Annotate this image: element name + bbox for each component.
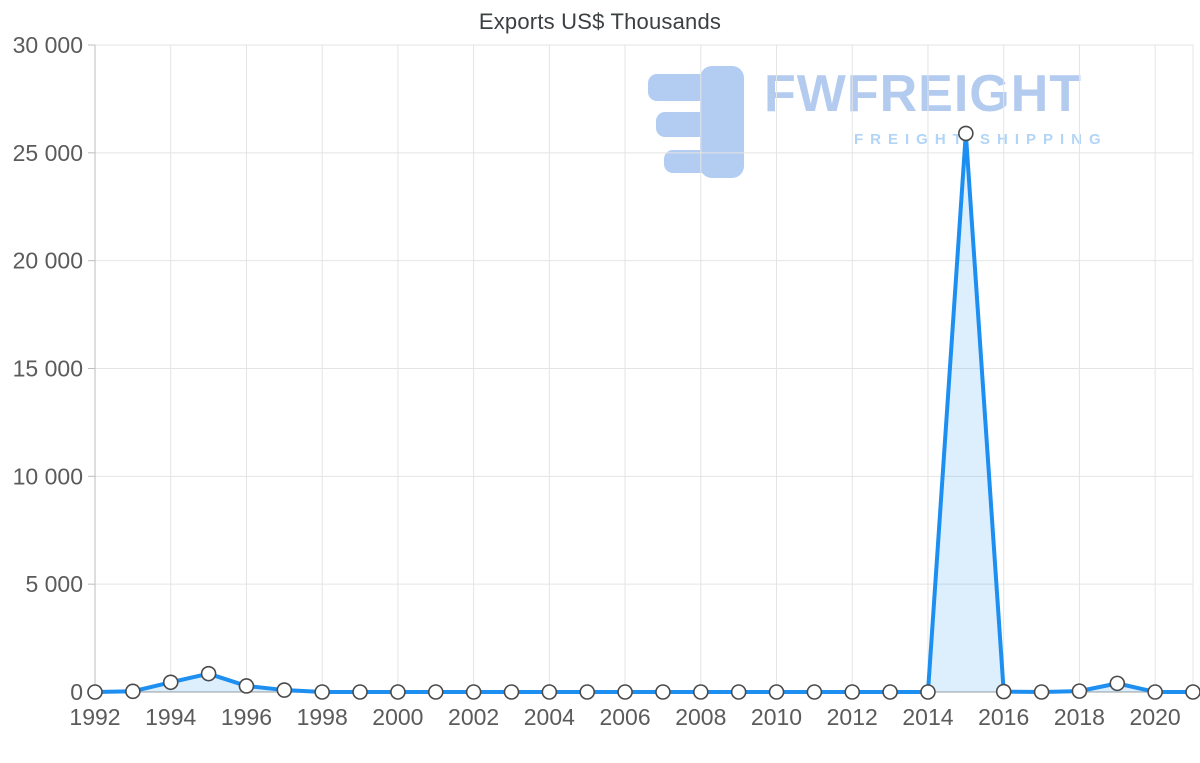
data-point-2016[interactable]: [995, 683, 1012, 700]
x-axis-label: 2012: [827, 704, 878, 730]
y-axis-label: 5 000: [25, 571, 83, 597]
data-point-2019[interactable]: [1109, 675, 1126, 692]
x-axis-label: 2002: [448, 704, 499, 730]
y-axis-label: 15 000: [13, 356, 83, 382]
data-point-2015[interactable]: [958, 125, 974, 142]
data-point-1993[interactable]: [125, 683, 141, 700]
x-axis-label: 2016: [978, 704, 1029, 730]
series-line: [93, 131, 1195, 694]
data-point-2002[interactable]: [465, 684, 482, 700]
y-axis-label: 25 000: [13, 140, 83, 166]
data-point-2012[interactable]: [844, 684, 861, 700]
data-point-1992[interactable]: [87, 684, 103, 700]
data-point-2001[interactable]: [427, 684, 444, 700]
data-point-1999[interactable]: [352, 684, 368, 700]
data-point-2014[interactable]: [920, 684, 936, 700]
data-point-2010[interactable]: [768, 684, 785, 700]
x-axis-label: 1992: [69, 704, 120, 730]
x-axis-label: 2018: [1054, 704, 1105, 730]
data-point-1997[interactable]: [276, 682, 293, 698]
data-point-2009[interactable]: [730, 684, 747, 700]
data-point-2003[interactable]: [503, 684, 520, 700]
x-axis-label: 2004: [524, 704, 575, 730]
data-point-1996[interactable]: [238, 678, 255, 694]
series-area: [95, 133, 1193, 692]
y-axis-label: 10 000: [13, 463, 83, 489]
x-axis-label: 2020: [1130, 704, 1181, 730]
x-axis-label: 2014: [902, 704, 953, 730]
data-point-1994[interactable]: [162, 674, 179, 691]
x-axis-label: 1998: [297, 704, 348, 730]
data-point-2005[interactable]: [579, 684, 596, 700]
data-point-2000[interactable]: [390, 684, 406, 700]
data-point-2007[interactable]: [655, 684, 671, 700]
data-point-1995[interactable]: [200, 665, 217, 682]
data-point-2018[interactable]: [1071, 683, 1088, 699]
data-point-2011[interactable]: [806, 684, 823, 700]
x-axis-label: 2008: [675, 704, 726, 730]
data-point-2021[interactable]: [1185, 684, 1200, 700]
y-axis-label: 30 000: [13, 32, 83, 58]
x-axis-label: 2000: [372, 704, 423, 730]
y-axis-label: 20 000: [13, 248, 83, 274]
data-point-1998[interactable]: [314, 684, 330, 700]
x-axis-label: 2010: [751, 704, 802, 730]
data-point-2020[interactable]: [1147, 684, 1163, 700]
data-point-2004[interactable]: [541, 684, 558, 700]
chart-title: Exports US$ Thousands: [478, 9, 722, 34]
data-point-2006[interactable]: [617, 684, 633, 700]
x-axis-label: 1994: [145, 704, 196, 730]
data-point-2008[interactable]: [692, 684, 709, 700]
y-axis-label: 0: [70, 679, 83, 705]
x-axis-label: 1996: [221, 704, 272, 730]
data-point-2013[interactable]: [882, 684, 898, 700]
data-point-2017[interactable]: [1033, 684, 1050, 700]
x-axis-label: 2006: [599, 704, 650, 730]
